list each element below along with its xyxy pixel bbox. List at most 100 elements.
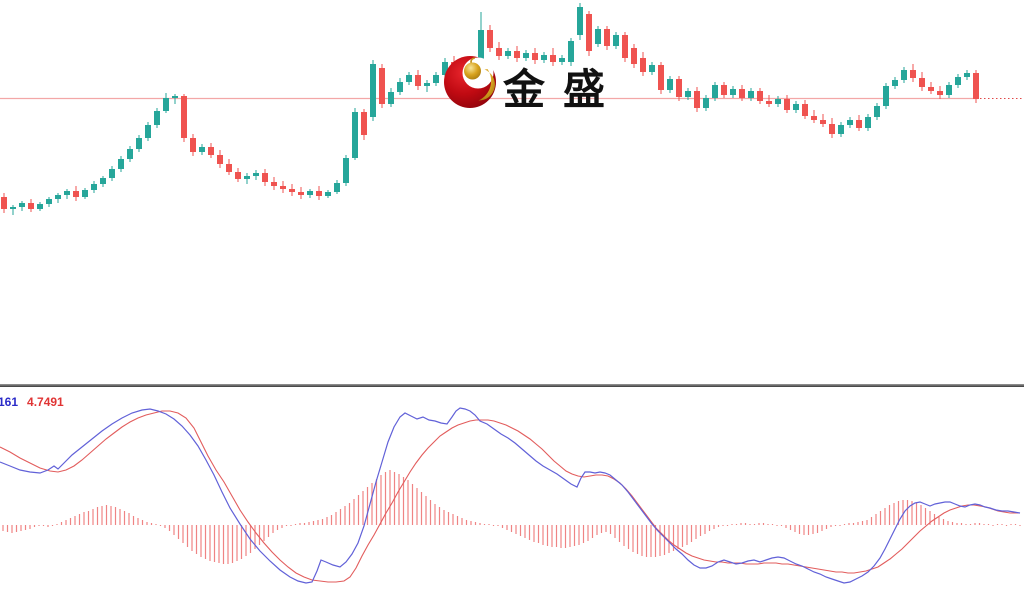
candle <box>532 53 538 60</box>
candle <box>82 190 88 197</box>
candle <box>811 116 817 120</box>
candle <box>631 48 637 64</box>
candle <box>640 58 646 72</box>
candle <box>262 173 268 182</box>
candle <box>451 62 457 70</box>
candle <box>118 159 124 169</box>
candle <box>91 184 97 190</box>
candle <box>145 125 151 138</box>
candle <box>424 83 430 86</box>
candle <box>64 191 70 195</box>
candle <box>136 138 142 149</box>
candle <box>181 96 187 138</box>
candle <box>280 186 286 189</box>
candle <box>946 85 952 95</box>
candle <box>208 147 214 155</box>
candle <box>613 35 619 46</box>
candle <box>604 29 610 46</box>
candle <box>127 149 133 159</box>
candle <box>316 191 322 196</box>
candle <box>622 35 628 58</box>
candle <box>775 99 781 104</box>
candle <box>505 51 511 56</box>
macd-value-blue: 161 <box>0 395 19 409</box>
candlestick-series <box>1 3 979 215</box>
candle <box>730 89 736 95</box>
panel-separator[interactable] <box>0 384 1024 387</box>
candle <box>397 82 403 92</box>
candle <box>649 65 655 72</box>
candle <box>379 68 385 104</box>
candle <box>109 169 115 178</box>
candle <box>361 112 367 135</box>
candle <box>793 104 799 110</box>
candle <box>829 124 835 134</box>
candle <box>1 197 7 209</box>
candle <box>442 62 448 75</box>
candle <box>271 182 277 186</box>
candle <box>370 64 376 117</box>
macd-histogram <box>2 470 1021 564</box>
candle <box>235 172 241 179</box>
candle <box>586 14 592 51</box>
macd-signal-line <box>0 410 1020 583</box>
candle <box>658 65 664 90</box>
candle <box>217 155 223 164</box>
candle <box>838 125 844 134</box>
candle <box>748 91 754 98</box>
candle <box>289 189 295 192</box>
candle <box>190 138 196 152</box>
candle <box>55 195 61 199</box>
candle <box>568 41 574 62</box>
signal-line <box>0 410 1020 583</box>
candle <box>595 29 601 44</box>
candle <box>253 173 259 176</box>
candle <box>694 91 700 108</box>
macd-line <box>0 407 1021 584</box>
candle <box>298 192 304 195</box>
candle <box>46 199 52 204</box>
candle <box>910 70 916 78</box>
candle <box>865 117 871 128</box>
candle <box>388 92 394 104</box>
candle <box>514 51 520 58</box>
candle <box>343 158 349 183</box>
candle <box>964 73 970 77</box>
candle <box>559 58 565 62</box>
candle <box>73 191 79 197</box>
candle <box>919 78 925 87</box>
candle <box>172 96 178 98</box>
candle <box>784 99 790 110</box>
candle <box>37 204 43 209</box>
candle <box>757 91 763 101</box>
candle <box>478 30 484 71</box>
candle <box>415 75 421 86</box>
candle <box>325 192 331 196</box>
candle <box>307 191 313 195</box>
macd-value-red: 4.7491 <box>27 395 64 409</box>
candle <box>820 120 826 124</box>
candle <box>487 30 493 48</box>
candle <box>496 48 502 56</box>
candle <box>676 79 682 97</box>
candle <box>802 104 808 116</box>
candle <box>766 101 772 104</box>
candle <box>541 55 547 60</box>
candle <box>667 79 673 90</box>
candle <box>937 91 943 95</box>
candle <box>739 89 745 98</box>
candle <box>856 120 862 128</box>
candle <box>550 55 556 62</box>
candle <box>955 77 961 85</box>
candle <box>523 53 529 58</box>
candle <box>703 98 709 108</box>
candle <box>973 73 979 99</box>
candle <box>847 120 853 125</box>
candle <box>19 203 25 207</box>
candle <box>406 75 412 82</box>
candle <box>721 85 727 95</box>
candle <box>244 176 250 179</box>
candle <box>199 147 205 152</box>
